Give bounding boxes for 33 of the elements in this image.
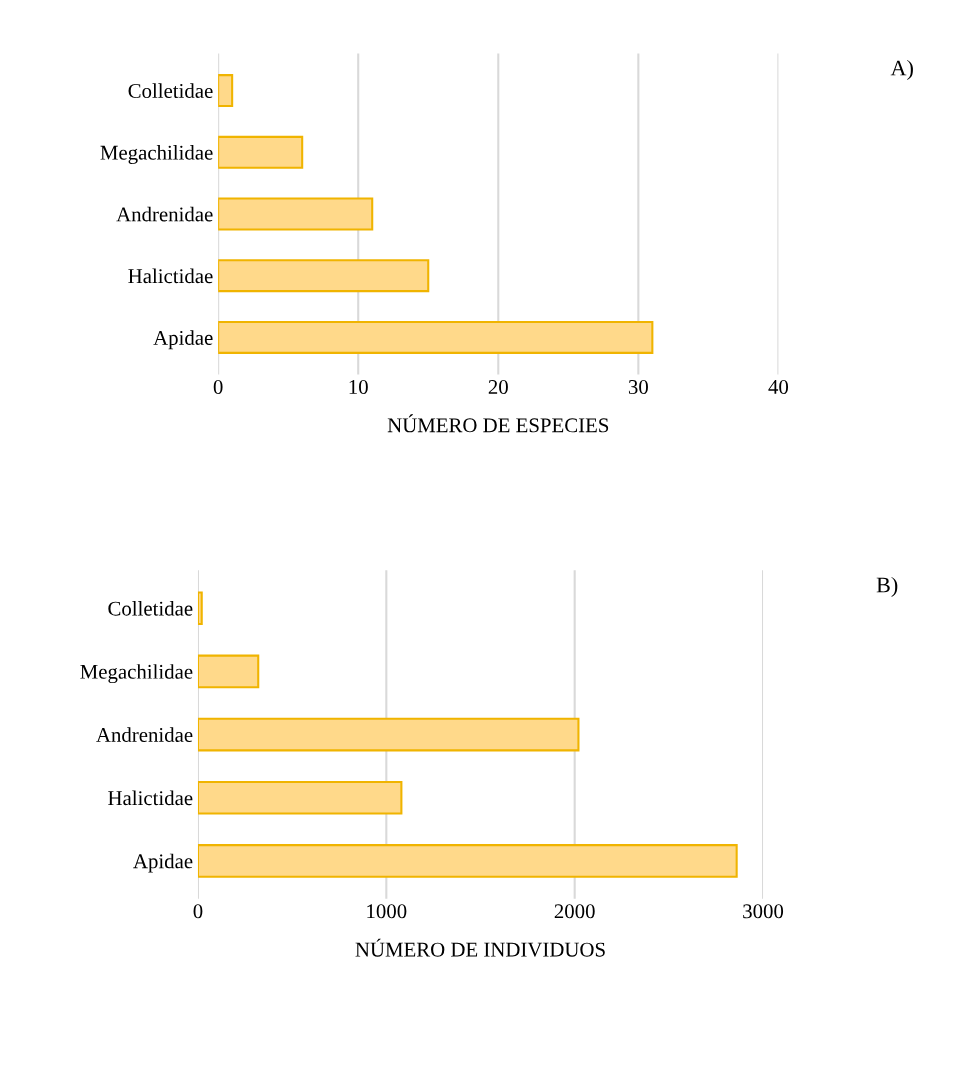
bar [197,780,403,815]
y-tick-label: Apidae [153,330,213,350]
y-tick-label: Halictidae [128,268,213,284]
bar [197,717,580,752]
x-tick-label: 3000 [743,904,784,919]
bar [218,259,430,293]
bar [197,654,260,689]
y-tick-label: Megachilidae [100,145,213,164]
text: A) [890,59,913,81]
y-tick-label: Megachilidae [80,664,193,684]
y-tick-label: Andrenidae [116,206,213,222]
text: B) [876,576,898,598]
bar [218,320,654,354]
bar [218,135,304,169]
x-tick-label: 1000 [367,904,407,919]
y-tick-label: Halictidae [108,790,193,806]
x-tick-label: 0 [213,379,223,395]
x-tick-label: 2000 [554,904,595,919]
y-tick-label: Andrenidae [96,727,193,742]
x-axis-title: NÚMERO DE ESPECIES [387,414,609,433]
x-tick-label: 10 [349,379,368,395]
x-tick-label: 20 [488,379,508,395]
bar [218,197,374,231]
x-tick-label: 0 [193,904,203,919]
y-tick-label: Colletidae [128,83,213,98]
bar [218,74,234,108]
x-axis-title: NÚMERO DE INDIVIDUOS [355,938,605,957]
x-tick-label: 30 [628,379,648,395]
y-tick-label: Apidae [133,853,193,873]
bar [197,591,203,626]
y-tick-label: Colletidae [108,600,193,616]
bar [197,844,738,878]
x-tick-label: 40 [768,379,789,395]
